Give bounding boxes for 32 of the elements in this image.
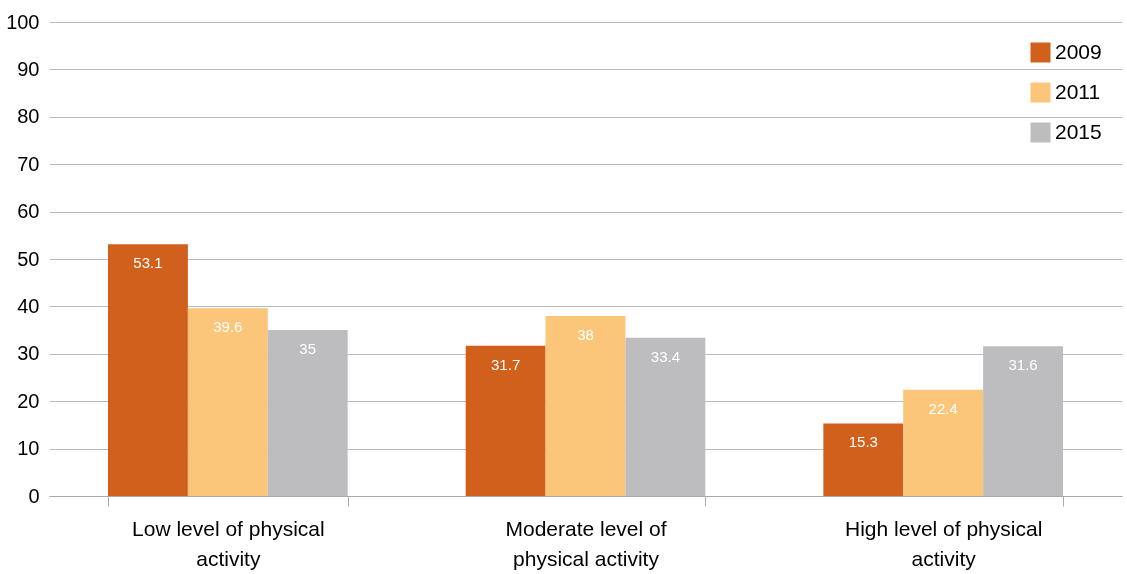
legend-label: 2009 [1055, 39, 1102, 63]
x-tick-label: Low level of physical activity [132, 516, 325, 570]
y-tick-label: 70 [17, 152, 40, 175]
bar [823, 423, 904, 496]
y-tick-label: 40 [17, 294, 40, 317]
y-tick-label: 30 [17, 342, 40, 365]
legend-label: 2011 [1055, 79, 1101, 103]
data-label: 38 [577, 325, 594, 343]
bar [545, 315, 626, 496]
data-label: 39.6 [213, 318, 243, 336]
bar [903, 389, 984, 496]
data-label: 31.7 [491, 355, 521, 373]
x-tick-label: High level of physical activity [845, 516, 1043, 570]
y-tick-label: 60 [17, 200, 40, 223]
y-tick-label: 100 [6, 10, 40, 33]
y-tick-label: 10 [17, 437, 40, 460]
y-tick-label: 90 [17, 57, 40, 80]
data-label: 35 [299, 340, 317, 358]
data-label: 22.4 [928, 399, 958, 417]
y-tick-label: 80 [17, 105, 40, 128]
legend-label: 2015 [1055, 119, 1102, 143]
data-label: 31.6 [1008, 356, 1038, 374]
bar [187, 308, 268, 496]
y-tick-label: 0 [28, 484, 40, 507]
y-tick-label: 20 [17, 389, 40, 412]
bar [465, 345, 546, 496]
bar [108, 244, 188, 496]
y-tick-label: 50 [17, 247, 40, 270]
x-tick-label: Moderate level of physical activity [505, 516, 667, 570]
data-label: 33.4 [650, 347, 680, 365]
data-label: 15.3 [848, 433, 878, 451]
data-label: 53.1 [133, 254, 163, 272]
